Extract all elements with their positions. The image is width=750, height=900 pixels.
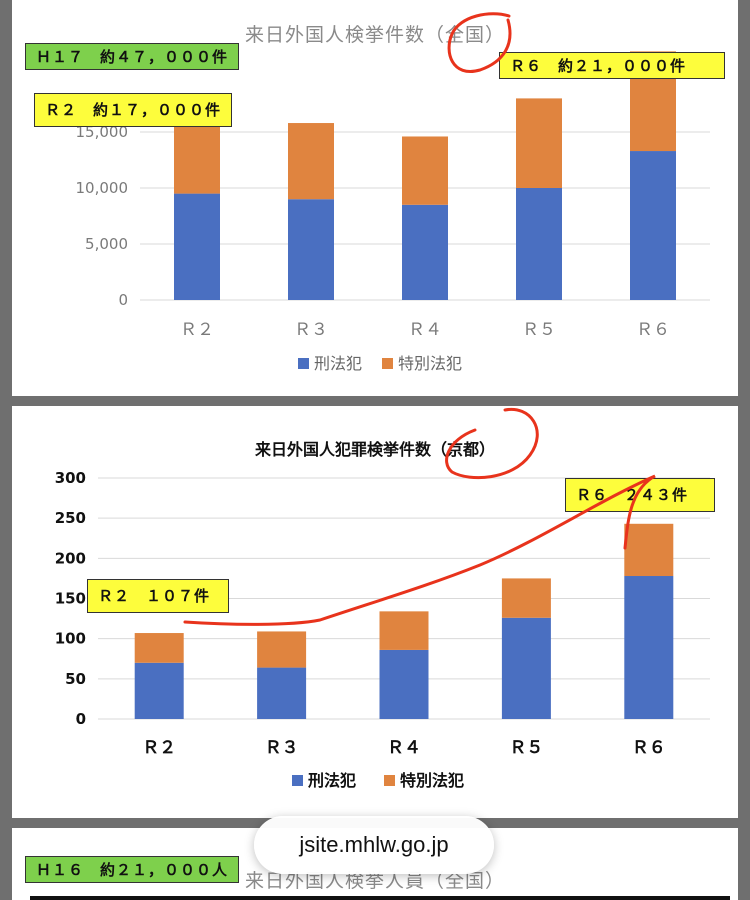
legend-swatch	[382, 358, 393, 369]
bar-segment	[257, 667, 307, 719]
annotation-r6: Ｒ６ ２４３件	[565, 478, 715, 512]
bar-segment	[501, 578, 551, 618]
chart-panel-national: 来日外国人検挙件数（全国） 0 5,000 10,000 15,000 Ｒ２ Ｒ３ Ｒ４ Ｒ５…	[12, 0, 738, 396]
legend-swatch	[292, 775, 303, 786]
x-tick-label: Ｒ３	[294, 320, 328, 340]
bar-segment	[402, 136, 448, 205]
bar-segment	[501, 617, 551, 719]
url-indicator[interactable]: jsite.mhlw.go.jp	[254, 816, 494, 874]
annotation-r6: Ｒ６ 約２１，０００件	[499, 52, 725, 79]
bar-segment	[174, 193, 220, 300]
bar-segment	[379, 649, 429, 719]
bar-segment	[630, 151, 676, 300]
x-tick-label: Ｒ４	[408, 320, 442, 340]
y-tick-label: 15,000	[76, 123, 129, 141]
legend-swatch	[384, 775, 395, 786]
y-tick-label: 0	[76, 710, 86, 728]
y-tick-label: 0	[118, 291, 128, 309]
y-tick-label: 10,000	[76, 179, 129, 197]
x-tick-label: Ｒ５	[509, 738, 543, 758]
legend-swatch	[298, 358, 309, 369]
annotation-r2: Ｒ２ １０７件	[87, 579, 229, 613]
legend-label: 刑法犯	[314, 354, 362, 373]
x-tick-label: Ｒ６	[632, 738, 666, 758]
y-tick-label: 100	[55, 630, 86, 648]
legend-label: 刑法犯	[308, 771, 356, 790]
y-tick-label: 50	[65, 670, 86, 688]
x-tick-label: Ｒ２	[180, 320, 214, 340]
x-tick-label: Ｒ５	[522, 320, 556, 340]
y-tick-label: 200	[55, 549, 86, 567]
bar-segment	[379, 611, 429, 650]
chart-title: 来日外国人検挙人員（全国）	[244, 870, 505, 892]
bar-segment	[516, 188, 562, 300]
legend-label: 特別法犯	[400, 771, 464, 790]
chart-panel-kyoto: 来日外国人犯罪検挙件数（京都） 0 50 100 150 200 250 300 Ｒ２ Ｒ３ Ｒ４…	[12, 406, 738, 818]
y-tick-label: 5,000	[85, 235, 128, 253]
chart-title: 来日外国人検挙件数（全国）	[244, 24, 505, 46]
bar-segment	[288, 123, 334, 200]
annotation-h17: Ｈ１７ 約４７，０００件	[25, 43, 240, 70]
bar-segment	[134, 633, 184, 663]
chart-title: 来日外国人犯罪検挙件数（京都）	[254, 440, 495, 459]
bar-segment	[288, 199, 334, 300]
x-tick-label: Ｒ２	[142, 738, 176, 758]
bar-segment	[257, 631, 307, 668]
bar-segment	[402, 204, 448, 300]
x-tick-label: Ｒ６	[636, 320, 670, 340]
x-tick-label: Ｒ３	[265, 738, 299, 758]
home-indicator	[30, 896, 730, 900]
bar-segment	[134, 662, 184, 719]
x-tick-label: Ｒ４	[387, 738, 421, 758]
annotation-r2: Ｒ２ 約１７，０００件	[34, 93, 233, 127]
bar-segment	[624, 576, 674, 719]
bar-segment	[516, 98, 562, 188]
bar-segment	[624, 523, 674, 577]
annotation-h16: Ｈ１６ 約２１，０００人	[25, 856, 240, 883]
y-tick-label: 250	[55, 509, 86, 527]
y-tick-label: 150	[55, 590, 86, 608]
y-tick-label: 300	[55, 469, 86, 487]
legend-label: 特別法犯	[398, 354, 462, 373]
